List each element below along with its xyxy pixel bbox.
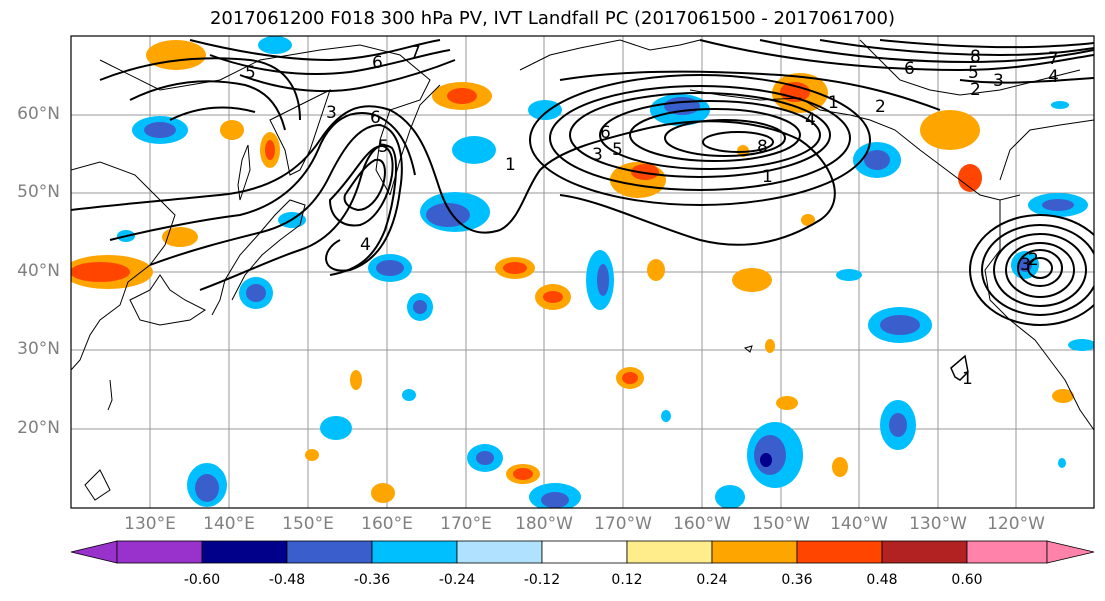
- contour-label: 4: [1048, 67, 1059, 87]
- colorbar-extend-low: [70, 540, 118, 564]
- contour-label: 1: [762, 167, 773, 187]
- colorbar-tick-label: 0.12: [611, 572, 643, 588]
- colorbar-extend-high: [1046, 540, 1095, 564]
- colorbar: [70, 540, 1095, 564]
- contour-label: 4: [805, 110, 816, 130]
- lon-label: 140°W: [830, 514, 888, 534]
- contour-label: 1: [962, 369, 973, 389]
- colorbar-tick-label: 0.36: [781, 572, 813, 588]
- contour-label: 5: [968, 63, 979, 83]
- map-title: 2017061200 F018 300 hPa PV, IVT Landfall…: [209, 8, 896, 29]
- contour-label: 7: [1048, 49, 1059, 69]
- contour-label: 5: [245, 63, 256, 83]
- contour-labels: 5 6 7 3 6 5 4 1 6 5 8 1 2 4 3 8 7 6 5 3 …: [245, 43, 1059, 389]
- pv-contours: [71, 39, 1094, 326]
- colorbar-tick-label: -0.12: [523, 572, 561, 588]
- lat-label: 30°N: [17, 339, 60, 359]
- contour-label: 6: [904, 59, 915, 79]
- lat-label: 20°N: [17, 418, 60, 438]
- contour-label: 1: [828, 93, 839, 113]
- colorbar-tick-label: -0.24: [438, 572, 476, 588]
- lat-label: 50°N: [17, 182, 60, 202]
- lat-label: 40°N: [17, 261, 60, 281]
- lon-label: 120°W: [987, 514, 1045, 534]
- contour-label: 5: [378, 137, 389, 157]
- plot-frame: [70, 35, 1095, 509]
- contour-label: 8: [757, 137, 768, 157]
- contour-label: 2: [875, 97, 886, 117]
- lon-label: 160°E: [361, 514, 413, 534]
- contour-label: 3: [326, 103, 337, 123]
- contour-label: 5: [612, 140, 623, 160]
- colorbar-tick-label: 0.48: [866, 572, 898, 588]
- colorbar-tick-label: -0.60: [183, 572, 221, 588]
- contour-label: 1: [505, 155, 516, 175]
- contour-label: 6: [600, 123, 611, 143]
- colorbar-tick-label: -0.48: [268, 572, 306, 588]
- colorbar-tick-label: 0.24: [696, 572, 728, 588]
- contour-label: 2: [1028, 250, 1039, 270]
- contour-label: 3: [592, 145, 603, 165]
- lon-label: 130°W: [909, 514, 967, 534]
- lat-label: 60°N: [17, 104, 60, 124]
- contour-label: 6: [370, 108, 381, 128]
- lon-label: 150°E: [282, 514, 334, 534]
- lon-label: 140°E: [203, 514, 255, 534]
- lon-label: 160°W: [673, 514, 731, 534]
- contour-label: 7: [410, 43, 421, 63]
- contour-label: 2: [970, 80, 981, 100]
- contour-label: 8: [970, 47, 981, 67]
- contour-label: 6: [372, 53, 383, 73]
- contour-label: 4: [360, 235, 371, 255]
- lon-label: 170°E: [440, 514, 492, 534]
- lon-label: 130°E: [124, 514, 176, 534]
- lon-label: 150°W: [752, 514, 810, 534]
- colorbar-tick-label: -0.36: [353, 572, 391, 588]
- lon-label: 170°W: [594, 514, 652, 534]
- colorbar-tick-label: 0.60: [951, 572, 983, 588]
- contour-label: 3: [1020, 255, 1031, 275]
- lon-label: 180°W: [515, 514, 573, 534]
- contour-label: 3: [993, 71, 1004, 91]
